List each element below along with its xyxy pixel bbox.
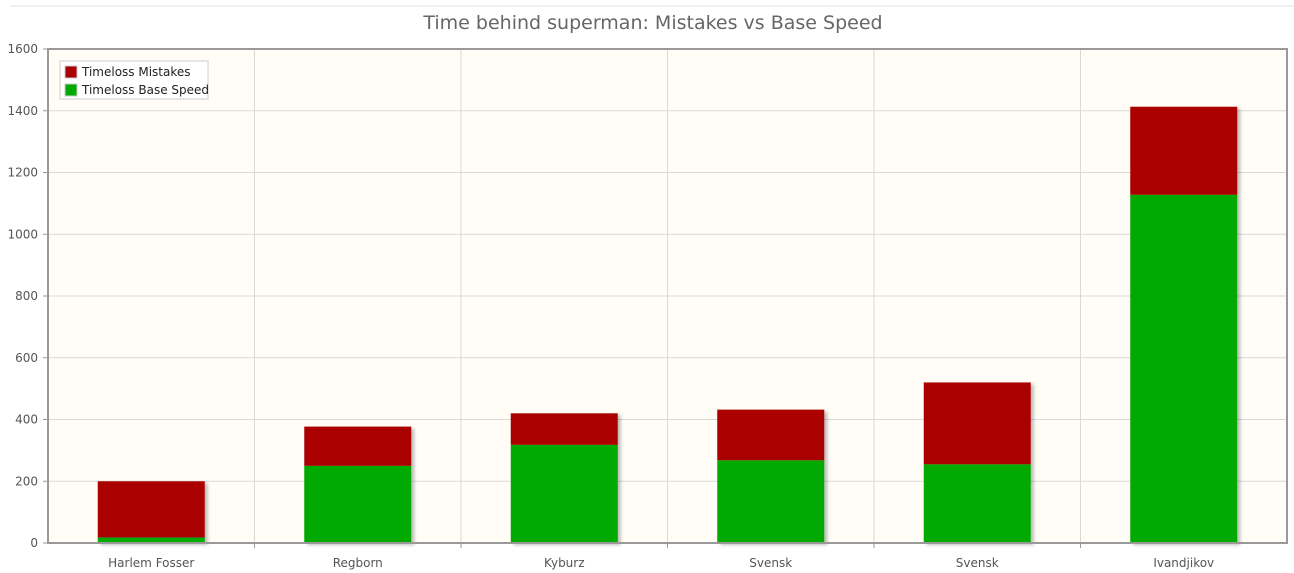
bar-segment [97, 537, 205, 543]
bars [97, 106, 1238, 544]
x-category-label: Ivandjikov [1153, 556, 1214, 570]
legend-swatch [64, 65, 78, 79]
legend-swatch [64, 83, 78, 97]
bar-stack [304, 426, 412, 543]
chart-title: Time behind superman: Mistakes vs Base S… [422, 12, 882, 34]
y-tick-label: 1600 [7, 42, 38, 56]
bar-segment [304, 426, 412, 466]
y-tick-label: 800 [15, 289, 38, 303]
bar-stack [717, 409, 825, 543]
bar-segment [717, 409, 825, 461]
plot-border [47, 48, 1288, 544]
legend-label: Timeloss Base Speed [81, 83, 209, 97]
bar-segment [97, 481, 205, 538]
bar-segment [510, 413, 618, 445]
x-category-label: Svensk [956, 556, 999, 570]
x-category-label: Harlem Fosser [108, 556, 194, 570]
axes: 0 200 400 600 800 1000 1200 1400 1600 Harlem Foss… [7, 42, 1288, 570]
y-tick-label: 0 [30, 536, 38, 550]
bar-stack [1130, 106, 1238, 544]
y-tick-label: 600 [15, 351, 38, 365]
y-tick-label: 200 [15, 474, 38, 488]
y-tick-label: 1200 [7, 166, 38, 180]
y-tick-label: 1400 [7, 104, 38, 118]
bar-stack [510, 413, 618, 543]
x-category-label: Regborn [333, 556, 383, 570]
bar-segment [923, 464, 1031, 543]
bar-segment [1130, 194, 1238, 544]
bar-stack [923, 382, 1031, 543]
x-category-label: Svensk [749, 556, 792, 570]
bar-segment [717, 460, 825, 543]
legend-box [59, 60, 209, 100]
legend-label: Timeloss Mistakes [81, 65, 191, 79]
bar-segment [304, 465, 412, 543]
legend: Timeloss Mistakes Timeloss Base Speed [59, 60, 209, 100]
y-tick-label: 400 [15, 413, 38, 427]
y-tick-label: 1000 [7, 227, 38, 241]
bar-segment [1130, 106, 1238, 195]
bar-segment [510, 444, 618, 543]
x-category-label: Kyburz [544, 556, 585, 570]
bar-stack [97, 481, 205, 543]
bar-segment [923, 382, 1031, 465]
